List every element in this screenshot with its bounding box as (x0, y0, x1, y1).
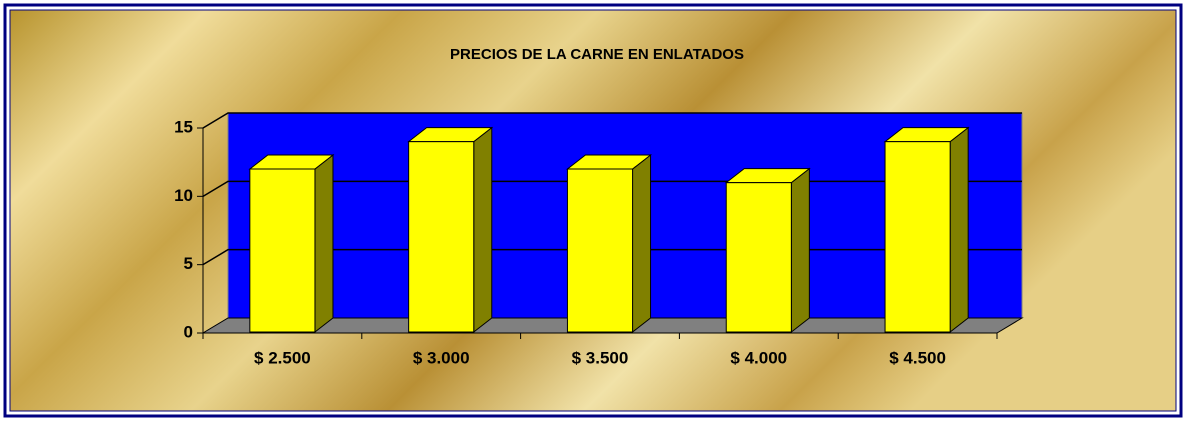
x-tick-label: $ 4.000 (730, 348, 787, 367)
grid-line (202, 112, 1022, 129)
y-tick-label: 15 (174, 117, 193, 136)
bar-side (473, 126, 493, 334)
bar (884, 141, 951, 333)
chart-title: PRECIOS DE LA CARNE EN ENLATADOS (450, 46, 744, 63)
x-tick-label: $ 3.000 (413, 348, 470, 367)
bar-side (632, 153, 652, 334)
outer-border (3, 3, 1183, 418)
bar-side (949, 126, 969, 334)
bar (249, 168, 316, 333)
bar-side (314, 153, 334, 334)
y-tick-label: 0 (184, 322, 193, 341)
x-tick-label: $ 4.500 (889, 348, 946, 367)
y-tick-label: 5 (184, 254, 193, 273)
x-tick-label: $ 3.500 (572, 348, 629, 367)
y-tick-label: 10 (174, 186, 193, 205)
bar (566, 168, 634, 333)
x-tick-label: $ 2.500 (254, 348, 311, 367)
bar (408, 141, 475, 333)
bar-side (790, 167, 810, 334)
bar (725, 182, 792, 333)
